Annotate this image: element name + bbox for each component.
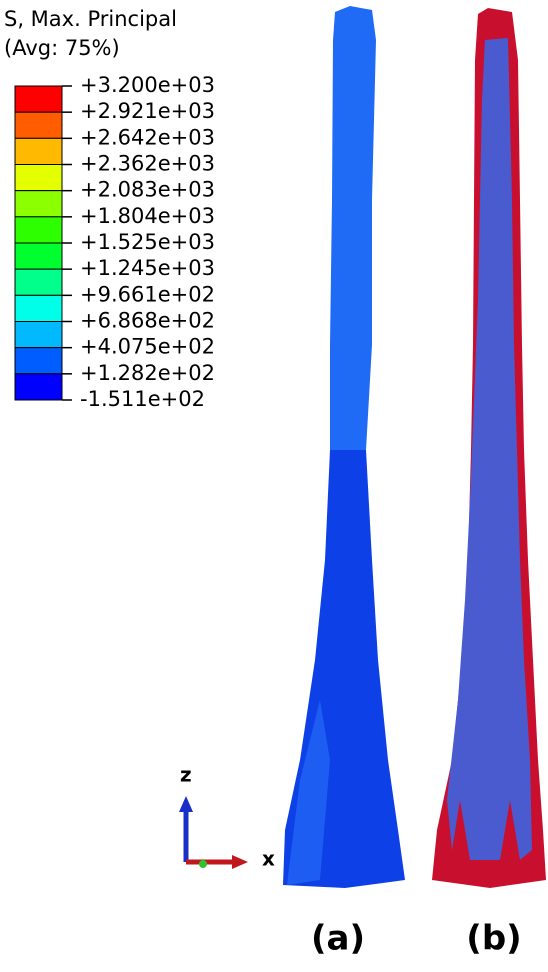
model-b (432, 8, 546, 888)
x-arrowhead (232, 855, 248, 869)
page: {"legend": {"title": "S, Max. Principal"… (0, 0, 548, 968)
legend-label: +3.200e+03 (80, 73, 215, 97)
color-band (15, 348, 62, 374)
z-arrowhead (179, 796, 193, 812)
color-band (15, 295, 62, 321)
legend-label: +4.075e+02 (80, 335, 215, 359)
color-band (15, 322, 62, 348)
legend-label: +2.362e+03 (80, 152, 215, 176)
upper-region (330, 6, 376, 450)
legend-label: +1.804e+03 (80, 204, 215, 228)
color-band (15, 191, 62, 217)
legend-label: +2.642e+03 (80, 125, 215, 149)
legend-subtitle: (Avg: 75%) (4, 36, 120, 60)
x-label: x (262, 847, 275, 871)
z-label: z (180, 763, 192, 787)
color-band (15, 243, 62, 269)
panel-label: (b) (466, 919, 521, 959)
color-legend: +3.200e+03+2.921e+03+2.642e+03 +2.362e+03… (15, 73, 215, 411)
color-band (15, 86, 62, 112)
legend-label: -1.511e+02 (80, 387, 205, 411)
color-band (15, 269, 62, 295)
y-marker (199, 860, 207, 868)
legend-label: +1.525e+03 (80, 230, 215, 254)
legend-label: +1.245e+03 (80, 256, 215, 280)
color-band (15, 374, 62, 400)
legend-label: +6.868e+02 (80, 309, 215, 333)
color-band (15, 112, 62, 138)
figure: S, Max. Principal (Avg: 75%) +3.200e+03+… (0, 0, 548, 968)
legend-label: +9.661e+02 (80, 282, 215, 306)
panel-label: (a) (311, 919, 365, 959)
color-band (15, 217, 62, 243)
legend-label: +2.921e+03 (80, 99, 215, 123)
legend-label: +1.282e+02 (80, 361, 215, 385)
axis-triad: z x (179, 763, 275, 871)
legend-title: S, Max. Principal (4, 7, 177, 31)
model-a (283, 6, 405, 888)
legend-label: +2.083e+03 (80, 178, 215, 202)
color-band (15, 138, 62, 164)
color-band (15, 165, 62, 191)
